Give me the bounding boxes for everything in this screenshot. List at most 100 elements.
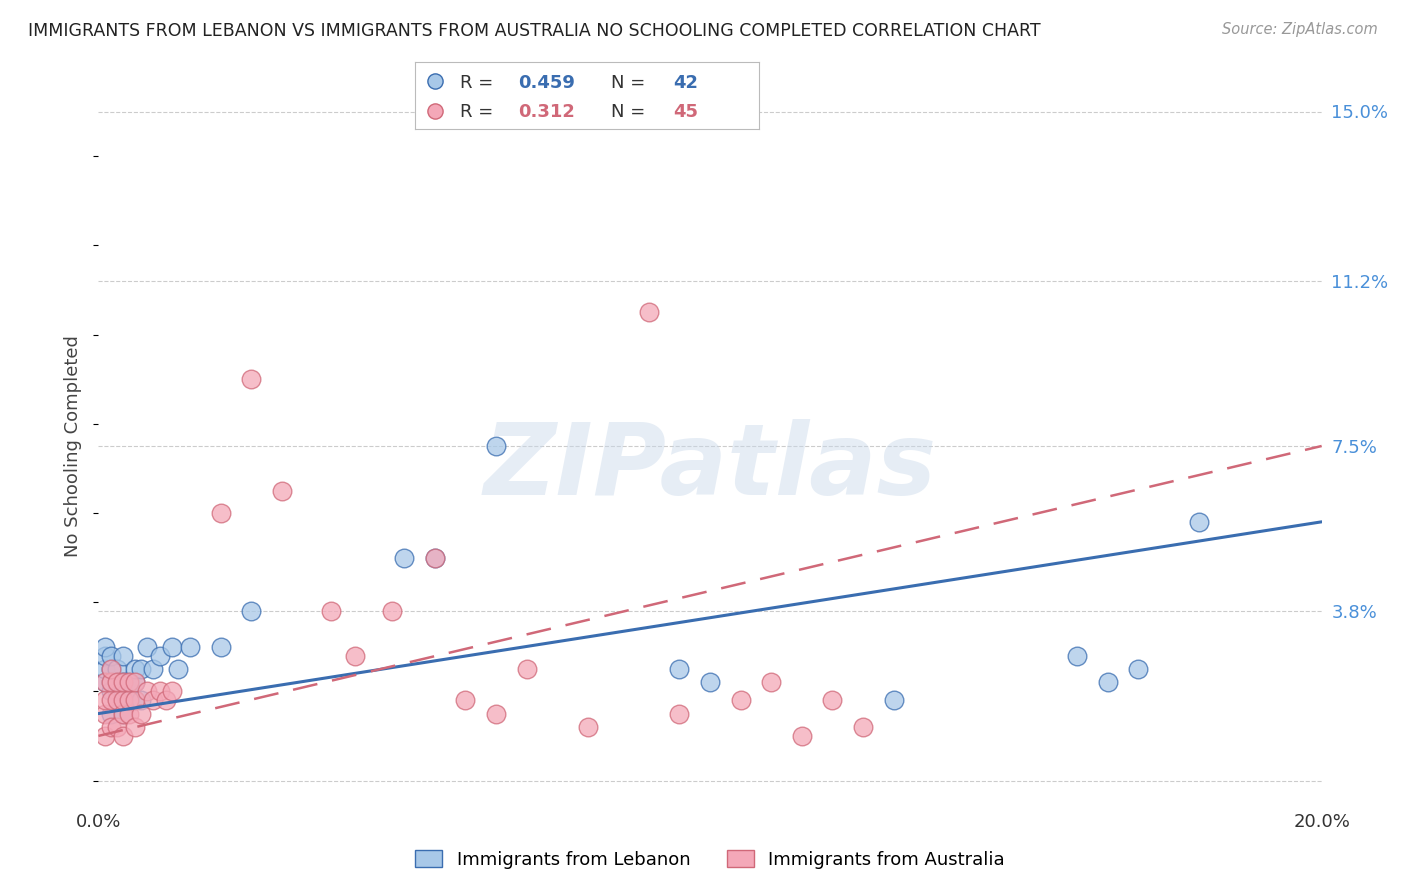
Point <box>111 693 134 707</box>
Point <box>790 729 813 743</box>
Point <box>111 675 134 690</box>
Point <box>93 648 115 663</box>
Point <box>111 684 134 698</box>
Y-axis label: No Schooling Completed: No Schooling Completed <box>65 335 83 557</box>
Point <box>118 706 141 721</box>
Point <box>1128 662 1150 676</box>
Point <box>485 706 508 721</box>
Point <box>100 662 122 676</box>
Point <box>149 684 172 698</box>
Point <box>637 305 661 319</box>
Point <box>1097 675 1119 690</box>
Point <box>124 693 146 707</box>
Point <box>118 693 141 707</box>
Point <box>118 675 141 690</box>
Point <box>93 729 115 743</box>
Point <box>136 640 159 654</box>
Point <box>124 675 146 690</box>
Legend: Immigrants from Lebanon, Immigrants from Australia: Immigrants from Lebanon, Immigrants from… <box>408 843 1012 876</box>
Point <box>105 675 128 690</box>
Point <box>124 675 146 690</box>
Point <box>270 483 292 498</box>
Point <box>124 693 146 707</box>
Point <box>105 720 128 734</box>
Text: ZIPatlas: ZIPatlas <box>484 419 936 516</box>
Point <box>454 693 477 707</box>
Point <box>179 640 201 654</box>
Point <box>1188 515 1211 529</box>
Point <box>93 706 115 721</box>
Point <box>392 550 416 565</box>
Point <box>149 648 172 663</box>
Point <box>209 640 232 654</box>
Point <box>423 550 446 565</box>
Point <box>118 693 141 707</box>
Point <box>142 693 165 707</box>
Point <box>111 729 134 743</box>
Point <box>423 550 446 565</box>
Point <box>105 675 128 690</box>
Point <box>111 648 134 663</box>
Point <box>240 604 263 618</box>
Point <box>759 675 782 690</box>
Point <box>129 662 152 676</box>
Point <box>100 693 122 707</box>
Point <box>668 706 690 721</box>
Point <box>821 693 844 707</box>
Point <box>381 604 404 618</box>
Point <box>100 675 122 690</box>
Text: 42: 42 <box>673 73 699 92</box>
Point <box>129 693 152 707</box>
Point <box>124 720 146 734</box>
Point <box>1066 648 1088 663</box>
Text: N =: N = <box>612 73 645 92</box>
Point <box>100 720 122 734</box>
Text: 0.459: 0.459 <box>517 73 575 92</box>
Point <box>100 662 122 676</box>
Point <box>111 675 134 690</box>
Point <box>425 103 447 118</box>
Point <box>93 693 115 707</box>
Point <box>93 640 115 654</box>
Point <box>105 693 128 707</box>
Text: Source: ZipAtlas.com: Source: ZipAtlas.com <box>1222 22 1378 37</box>
Text: IMMIGRANTS FROM LEBANON VS IMMIGRANTS FROM AUSTRALIA NO SCHOOLING COMPLETED CORR: IMMIGRANTS FROM LEBANON VS IMMIGRANTS FR… <box>28 22 1040 40</box>
Point <box>100 706 122 721</box>
Point <box>167 662 190 676</box>
Point <box>129 706 152 721</box>
Point <box>118 675 141 690</box>
Point <box>209 506 232 520</box>
Point <box>425 74 447 88</box>
Point <box>100 684 122 698</box>
Point <box>142 662 165 676</box>
Text: R =: R = <box>460 73 492 92</box>
Point <box>344 648 367 663</box>
Text: R =: R = <box>460 103 492 121</box>
Point <box>105 693 128 707</box>
Point <box>485 439 508 453</box>
Point <box>160 684 183 698</box>
Text: 45: 45 <box>673 103 699 121</box>
Point <box>111 706 134 721</box>
Point <box>155 693 177 707</box>
Point <box>668 662 690 676</box>
Text: 0.312: 0.312 <box>517 103 575 121</box>
Point <box>93 675 115 690</box>
Point <box>516 662 538 676</box>
Point <box>319 604 342 618</box>
Point <box>111 706 134 721</box>
Point <box>124 662 146 676</box>
Point <box>730 693 752 707</box>
Point <box>160 640 183 654</box>
Point <box>105 684 128 698</box>
Point <box>240 372 263 386</box>
Point <box>699 675 721 690</box>
Text: N =: N = <box>612 103 645 121</box>
Point <box>852 720 875 734</box>
Point <box>93 675 115 690</box>
Point <box>100 648 122 663</box>
Point <box>883 693 905 707</box>
Point <box>136 684 159 698</box>
Point <box>100 675 122 690</box>
Point <box>105 662 128 676</box>
